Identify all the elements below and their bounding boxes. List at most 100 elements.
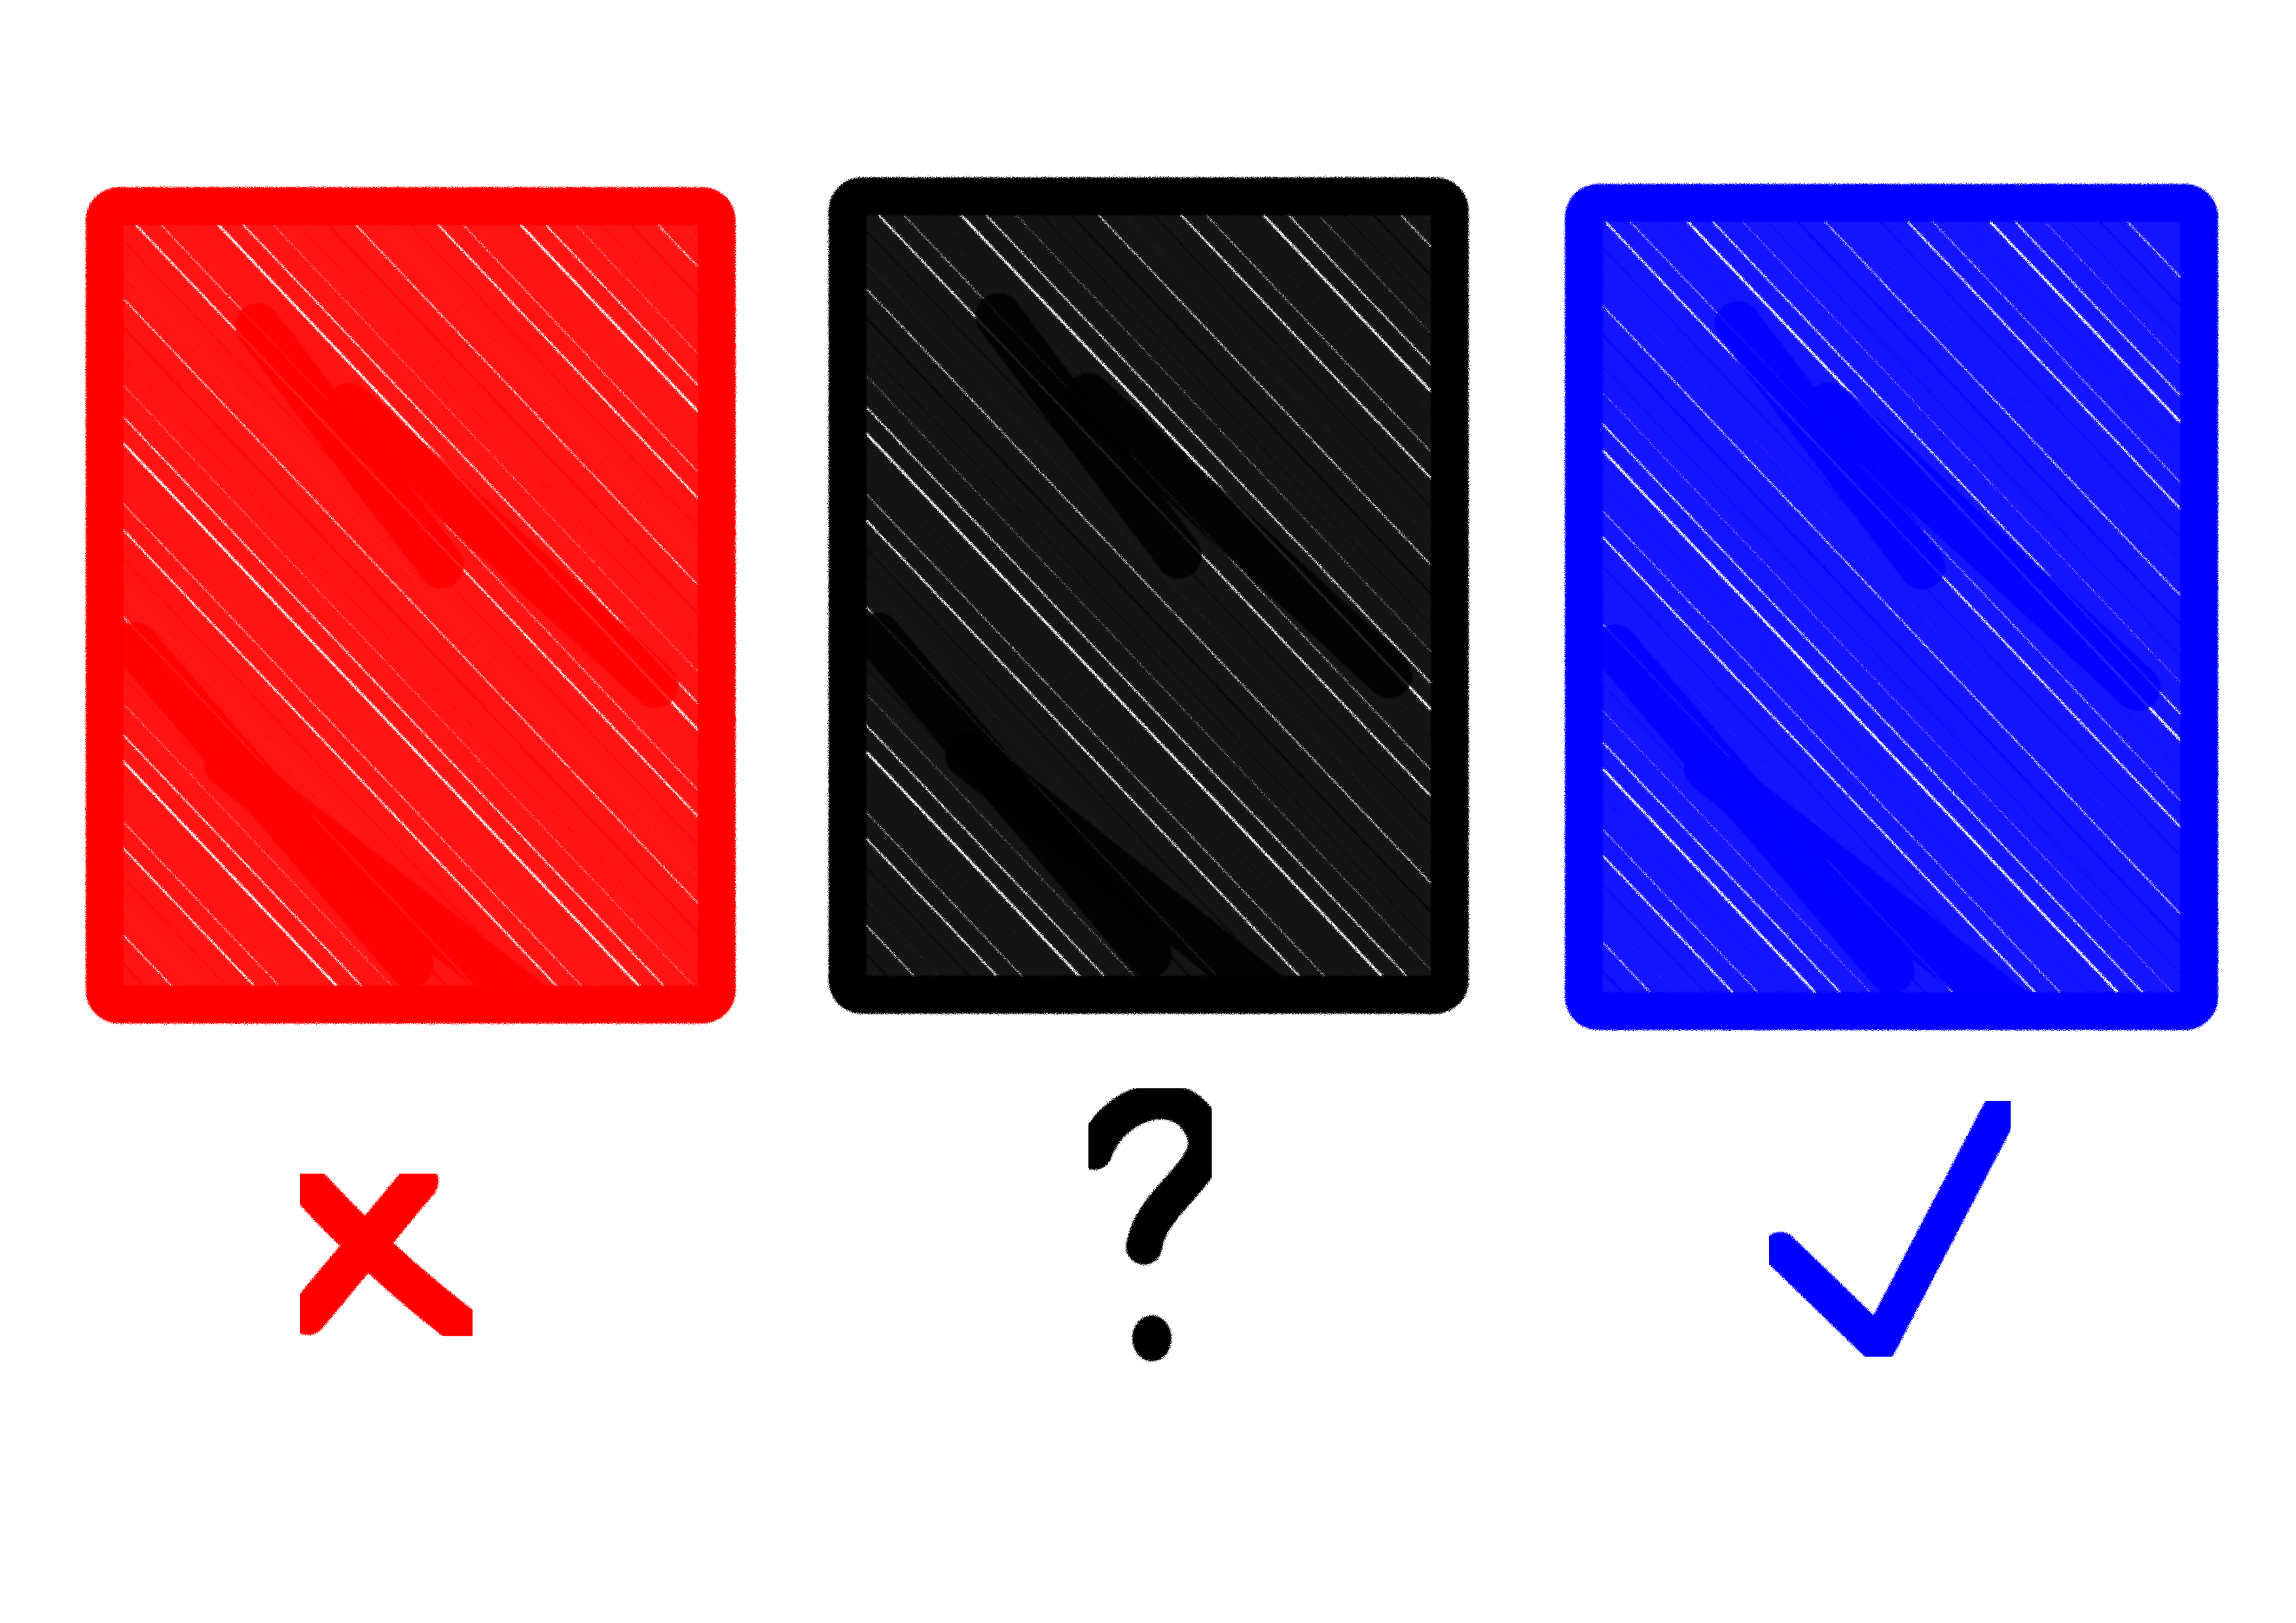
hatch-line (867, 726, 1103, 976)
hatch-line (2260, 203, 2296, 1011)
hatch-line (867, 289, 1431, 914)
hatch-line (274, 225, 698, 671)
hatch-line (124, 849, 253, 986)
hatch-line (2045, 222, 2180, 364)
hatch-line (547, 225, 698, 384)
hatch-line (1289, 215, 1431, 364)
hatch-line (124, 763, 335, 986)
hatch-line (298, 225, 698, 646)
hatch-line (244, 225, 698, 702)
hatch-line (124, 790, 310, 986)
hatch-line (1603, 279, 2180, 913)
scribble-blob (327, 383, 679, 708)
hatch-line (463, 225, 698, 472)
cross-stroke-2 (291, 1168, 484, 1348)
hatch-line (867, 435, 1380, 976)
hatch-line (1603, 479, 2090, 992)
scribble-blob (1684, 745, 2028, 992)
hatch-line (2221, 196, 2296, 995)
hatch-line (124, 327, 698, 965)
blue-card-frame (1565, 184, 2218, 1030)
blue-hatched-card (1565, 184, 2296, 1030)
blue-scribble-blobs (1603, 301, 2161, 992)
hatch-line (327, 225, 698, 615)
hatch-line (867, 494, 1324, 976)
hatch-line (1124, 215, 1431, 539)
hatch-line (439, 225, 698, 497)
cross-icon (288, 1162, 484, 1348)
hatch-line (1603, 743, 1839, 992)
red-card-frame (86, 187, 736, 1024)
scribble-blob (945, 732, 1282, 976)
scribble-blob (1066, 373, 1412, 698)
hatch-line (356, 225, 698, 584)
hatch-line (1713, 222, 2180, 713)
hatch-line (1016, 215, 1431, 652)
hatch-line (1743, 222, 2180, 682)
hatch-line (2016, 222, 2180, 395)
hatch-line (867, 522, 1299, 976)
hatch-line (124, 445, 637, 986)
hatch-line (1850, 222, 2180, 569)
check-mark-stroke (1762, 1094, 2018, 1363)
hatch-line (124, 299, 698, 933)
scribble-blob (975, 293, 1202, 579)
hatch-line (0, 206, 65, 1005)
check-mark-icon (1762, 1094, 2018, 1363)
hatch-line (1603, 770, 1814, 992)
hatch-line (867, 230, 1431, 857)
hatch-line (1825, 222, 2180, 595)
hatch-line (124, 558, 529, 986)
hatch-line (522, 225, 698, 410)
hatch-line (1603, 711, 1870, 992)
scribble-blob (1715, 301, 1945, 590)
hatch-line (1603, 247, 2180, 887)
hatch-line (867, 813, 1022, 976)
hatch-line (1603, 511, 2060, 992)
red-hatched-card (0, 187, 736, 1024)
hatch-line (867, 780, 1052, 976)
hatch-line (867, 548, 1272, 976)
hatch-line (1603, 306, 2180, 944)
hatch-line (1797, 222, 2180, 626)
hatch-line (124, 704, 391, 986)
hatch-line (1182, 215, 1431, 477)
hatch-line (1603, 452, 2116, 992)
hatch-line (1153, 215, 1431, 508)
black-scribble-blobs (867, 293, 1412, 976)
hatch-line (2287, 203, 2296, 1011)
hatch-line (124, 736, 361, 986)
hatch-line (410, 225, 698, 528)
hatch-line (867, 215, 1431, 826)
hatch-line (124, 677, 417, 986)
hatch-line (1603, 797, 1788, 992)
blue-hatching (1603, 203, 2296, 1011)
hatch-line (1879, 222, 2180, 539)
hatch-line (1070, 215, 1431, 595)
hatch-line (124, 418, 663, 986)
hatch-line (1041, 215, 1431, 626)
hatch-line (1603, 538, 2034, 992)
hatch-line (1603, 425, 2142, 992)
hatch-line (1603, 333, 2180, 975)
black-card-frame (829, 177, 1469, 1014)
hatch-line (867, 262, 1431, 883)
hatch-line (1603, 565, 2009, 992)
hatch-line (0, 206, 92, 1005)
hatch-line (124, 531, 556, 986)
hatch-line (1603, 393, 2172, 992)
hatch-line (1603, 366, 2180, 992)
scribble-blob (234, 303, 465, 588)
hatch-line (124, 272, 698, 902)
scribble-blob (1807, 382, 2161, 711)
hatch-line (1265, 215, 1431, 389)
hatch-line (867, 462, 1355, 976)
hatch-line (987, 215, 1431, 683)
hatch-line (124, 472, 612, 986)
hatch-line (124, 225, 698, 846)
hatch-line (867, 408, 1406, 976)
hatch-line (493, 225, 698, 440)
hatch-line (124, 504, 581, 986)
hatch-line (1603, 857, 1732, 992)
